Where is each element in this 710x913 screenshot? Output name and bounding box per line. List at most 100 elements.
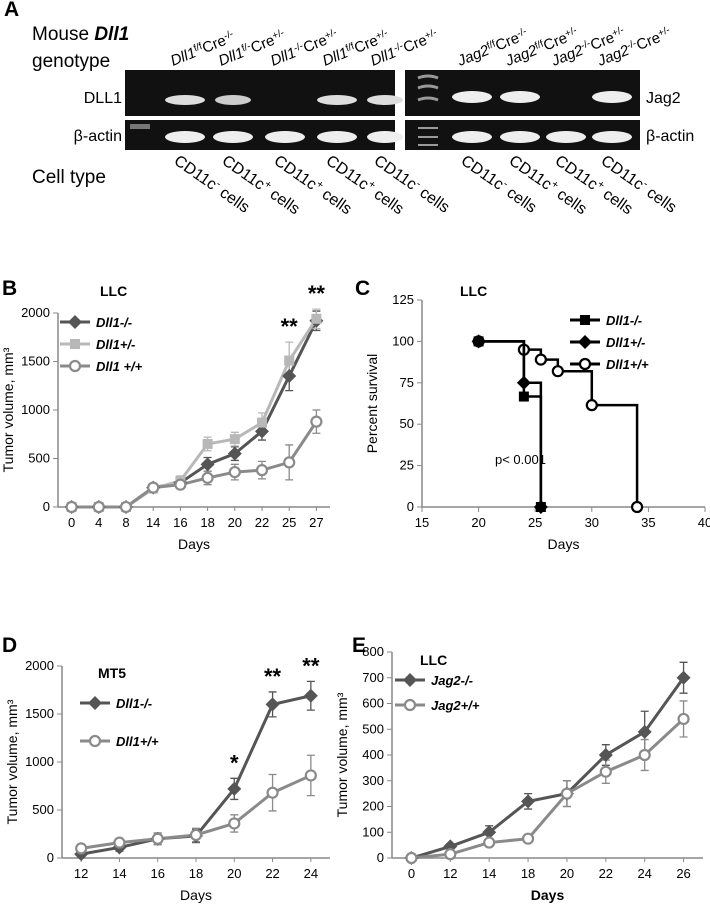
marker: [202, 438, 213, 449]
x-tick-label: 12: [74, 866, 88, 881]
marker: [405, 851, 418, 865]
y-tick-label: 0: [377, 850, 384, 865]
annotation: **: [281, 314, 299, 339]
chart-title: LLC: [420, 652, 447, 668]
legend-label: Dll1+/-: [606, 335, 645, 350]
marker: [560, 787, 574, 800]
legend-marker: [88, 734, 102, 748]
x-tick-label: 26: [676, 866, 690, 881]
x-tick-label: 14: [146, 515, 160, 530]
marker: [444, 848, 457, 861]
cell-sup: -: [214, 178, 224, 190]
chart-title: LLC: [100, 283, 127, 299]
series-line: [71, 420, 318, 509]
y-tick-label: 0: [43, 499, 50, 514]
x-tick-label: 35: [641, 515, 655, 530]
x-tick-label: 25: [528, 515, 542, 530]
note: p< 0.001: [495, 452, 546, 467]
marker: [282, 369, 297, 384]
x-tick-label: 14: [482, 866, 496, 881]
x-tick-label: 20: [228, 515, 242, 530]
x-axis-label: Days: [548, 536, 580, 552]
marker: [200, 457, 215, 472]
y-tick-label: 100: [362, 824, 384, 839]
legend-marker: [70, 339, 80, 349]
legend-marker: [580, 315, 590, 325]
x-tick-label: 20: [560, 866, 574, 881]
x-tick-label: 0: [408, 866, 415, 881]
x-tick-label: 16: [173, 515, 187, 530]
marker: [201, 471, 214, 484]
x-tick-label: 24: [304, 866, 318, 881]
marker: [255, 464, 269, 477]
marker: [227, 781, 242, 796]
x-tick-label: 25: [282, 515, 296, 530]
chart-title: LLC: [460, 283, 487, 299]
panel-label: E: [352, 634, 366, 657]
y-tick-label: 1500: [25, 706, 54, 721]
marker: [551, 365, 564, 378]
allele: -/-: [292, 40, 305, 54]
legend-marker: [68, 359, 82, 373]
y-tick-label: 50: [400, 416, 414, 431]
marker: [265, 697, 280, 712]
y-tick-label: 300: [362, 773, 384, 788]
allele: -/-: [625, 38, 638, 52]
x-tick-label: 18: [189, 866, 203, 881]
gel-right: [405, 70, 640, 150]
x-tick-label: 18: [521, 866, 535, 881]
marker: [151, 832, 164, 845]
legend-label: Dll1 +/+: [96, 359, 143, 374]
y-axis-label: Tumor volume, mm³: [4, 699, 20, 824]
marker: [266, 786, 279, 799]
marker: [310, 415, 323, 428]
y-tick-label: 1000: [25, 754, 54, 769]
marker: [65, 500, 78, 514]
heading-text: Mouse: [32, 24, 89, 45]
x-tick-label: 16: [150, 866, 164, 881]
marker: [119, 500, 133, 514]
y-tick-label: 0: [407, 499, 414, 514]
y-tick-label: 600: [362, 696, 384, 711]
cre-allele: +/-: [610, 24, 625, 39]
allele: f/f: [344, 41, 356, 54]
x-axis-label: Days: [180, 887, 212, 903]
marker: [228, 817, 241, 830]
marker: [311, 313, 322, 324]
row-label: Jag2: [646, 90, 681, 107]
cre-allele: -/-: [515, 26, 528, 40]
legend-marker: [578, 335, 592, 349]
marker: [92, 500, 105, 514]
marker: [598, 748, 613, 762]
y-tick-label: 2000: [21, 305, 50, 320]
cre-allele: +/-: [271, 27, 286, 42]
cell-sup: -: [501, 178, 511, 190]
legend-marker: [403, 673, 417, 687]
annotation: **: [308, 281, 326, 306]
marker: [227, 446, 242, 461]
y-tick-label: 75: [400, 375, 414, 390]
y-tick-label: 1000: [21, 402, 50, 417]
cell-sup: -: [641, 178, 651, 190]
marker: [229, 434, 240, 445]
marker: [638, 748, 651, 762]
allele: f/f: [485, 38, 497, 51]
gel-left: [125, 70, 403, 150]
marker: [676, 670, 691, 685]
x-tick-label: 22: [265, 866, 279, 881]
y-axis-label: Percent survival: [364, 354, 380, 454]
legend-label: Jag2-/-: [431, 673, 473, 688]
allele: f/f: [192, 41, 204, 54]
allele: f/-: [240, 40, 252, 54]
x-tick-label: 14: [112, 866, 126, 881]
marker: [483, 836, 496, 849]
y-tick-label: 200: [362, 799, 384, 814]
allele: -/-: [392, 40, 405, 54]
legend-marker: [68, 315, 82, 329]
legend-marker: [88, 696, 102, 710]
marker: [677, 712, 690, 726]
x-tick-label: 20: [471, 515, 485, 530]
cell-type-heading: Cell type: [32, 167, 106, 188]
y-tick-label: 400: [362, 747, 384, 762]
